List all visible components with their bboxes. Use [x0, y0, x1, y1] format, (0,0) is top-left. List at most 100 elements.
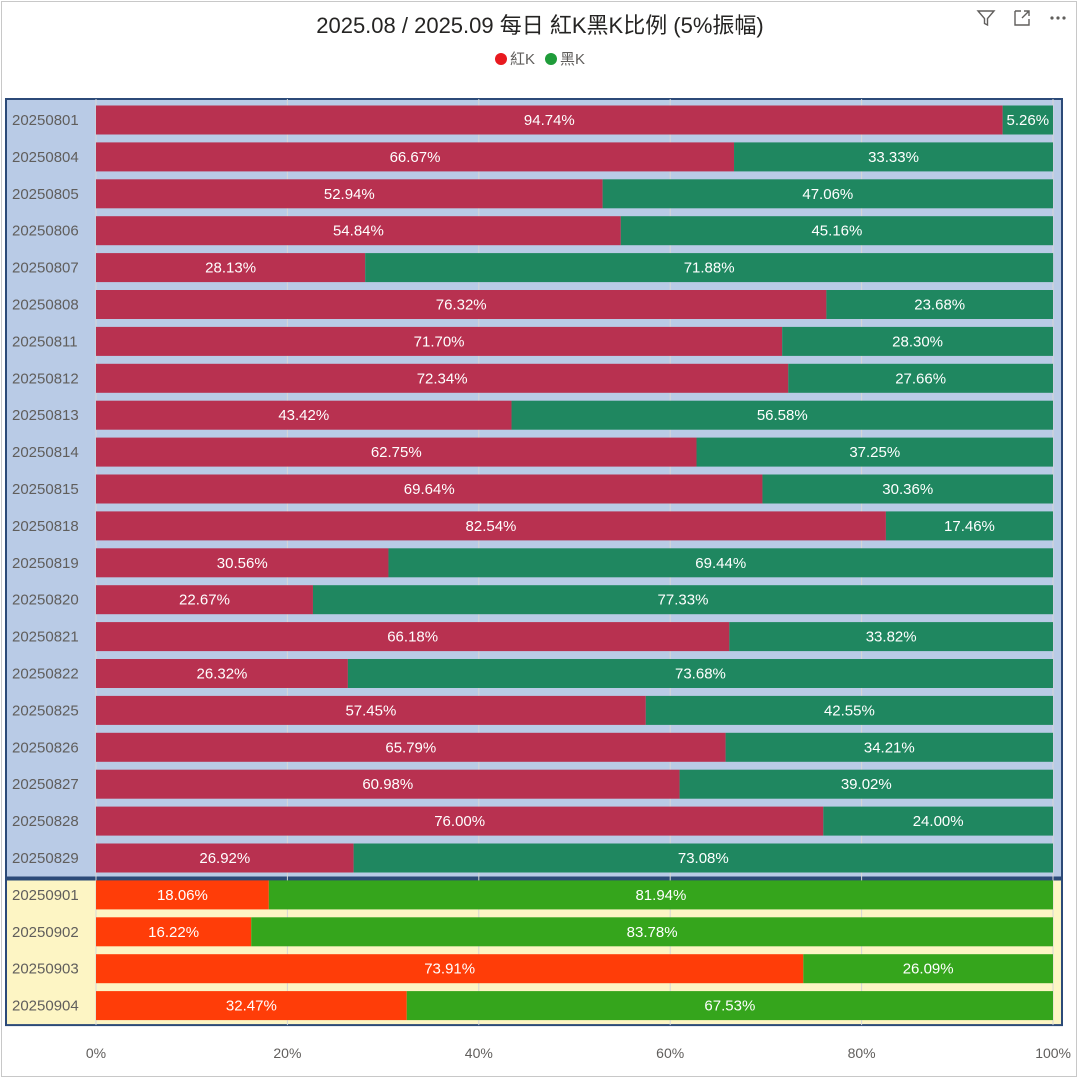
filter-icon[interactable] — [976, 8, 996, 28]
bar-black-k[interactable] — [620, 216, 1053, 246]
bar-black-k[interactable] — [823, 806, 1053, 836]
bar-red-k[interactable] — [96, 695, 646, 725]
bar-black-k[interactable] — [696, 437, 1053, 467]
bar-black-k[interactable] — [312, 585, 1053, 615]
bar-black-k[interactable] — [803, 954, 1053, 984]
bar-black-k[interactable] — [885, 511, 1053, 541]
bar-black-k[interactable] — [388, 548, 1053, 578]
category-label: 20250814 — [12, 444, 79, 461]
category-label: 20250808 — [12, 297, 79, 314]
data-label-red-k: 57.45% — [345, 702, 396, 719]
bar-red-k[interactable] — [96, 437, 697, 467]
category-label: 20250818 — [12, 518, 79, 535]
bar-red-k[interactable] — [96, 769, 680, 799]
bar-red-k[interactable] — [96, 363, 789, 393]
bar-red-k[interactable] — [96, 290, 827, 319]
category-label: 20250819 — [12, 555, 79, 572]
bar-red-k[interactable] — [96, 917, 252, 947]
category-label: 20250827 — [12, 776, 79, 793]
bar-red-k[interactable] — [96, 105, 1003, 135]
bar-red-k[interactable] — [96, 326, 783, 356]
bar-red-k[interactable] — [96, 622, 730, 652]
data-label-black-k: 81.94% — [635, 887, 686, 904]
bar-black-k[interactable] — [782, 326, 1053, 356]
category-label: 20250820 — [12, 592, 79, 609]
bar-black-k[interactable] — [406, 991, 1053, 1021]
category-label: 20250811 — [12, 333, 78, 350]
bar-black-k[interactable] — [679, 769, 1053, 799]
bar-red-k[interactable] — [96, 548, 389, 578]
category-label: 20250821 — [12, 629, 79, 646]
data-label-red-k: 76.00% — [434, 813, 485, 830]
bar-red-k[interactable] — [96, 991, 407, 1021]
focus-mode-icon[interactable] — [1012, 8, 1032, 28]
more-options-icon[interactable] — [1048, 8, 1068, 28]
bar-red-k[interactable] — [96, 585, 313, 615]
data-label-black-k: 26.09% — [903, 961, 954, 978]
data-label-red-k: 94.74% — [524, 112, 575, 129]
category-label: 20250826 — [12, 739, 79, 756]
legend: 紅K 黑K — [0, 48, 1080, 69]
data-label-black-k: 30.36% — [882, 481, 933, 498]
legend-item-black-k[interactable]: 黑K — [545, 48, 585, 69]
data-label-red-k: 66.18% — [387, 629, 438, 646]
data-label-black-k: 5.26% — [1007, 112, 1050, 129]
legend-item-red-k[interactable]: 紅K — [494, 48, 535, 69]
bar-black-k[interactable] — [788, 363, 1053, 393]
bar-black-k[interactable] — [347, 659, 1053, 688]
bar-black-k[interactable] — [268, 880, 1053, 910]
bar-black-k[interactable] — [729, 622, 1053, 652]
x-tick-label: 100% — [1035, 1045, 1071, 1061]
category-label: 20250901 — [12, 887, 79, 904]
data-label-black-k: 71.88% — [684, 260, 735, 277]
bar-black-k[interactable] — [365, 253, 1054, 283]
bar-red-k[interactable] — [96, 843, 354, 873]
bar-black-k[interactable] — [645, 695, 1053, 725]
bar-black-k[interactable] — [762, 474, 1053, 504]
category-label: 20250829 — [12, 850, 79, 867]
bar-red-k[interactable] — [96, 732, 726, 762]
x-tick-label: 60% — [656, 1045, 684, 1061]
bar-red-k[interactable] — [96, 253, 366, 283]
category-label: 20250822 — [12, 666, 79, 683]
legend-green-dot-icon — [545, 52, 557, 65]
bar-black-k[interactable] — [1002, 105, 1053, 135]
data-label-black-k: 67.53% — [704, 998, 755, 1015]
bar-black-k[interactable] — [826, 290, 1053, 319]
category-label: 20250813 — [12, 407, 79, 424]
data-label-black-k: 83.78% — [627, 924, 678, 941]
data-label-red-k: 54.84% — [333, 223, 384, 240]
data-label-red-k: 26.92% — [199, 850, 250, 867]
bar-black-k[interactable] — [251, 917, 1053, 947]
bar-black-k[interactable] — [734, 142, 1053, 172]
bar-red-k[interactable] — [96, 179, 603, 209]
bar-red-k[interactable] — [96, 142, 735, 172]
bar-red-k[interactable] — [96, 806, 824, 836]
bar-red-k[interactable] — [96, 216, 621, 246]
data-label-black-k: 23.68% — [914, 297, 965, 314]
category-label: 20250825 — [12, 702, 79, 719]
x-tick-label: 20% — [273, 1045, 301, 1061]
x-tick-label: 40% — [465, 1045, 493, 1061]
category-label: 20250806 — [12, 223, 79, 240]
data-label-black-k: 73.08% — [678, 850, 729, 867]
bar-black-k[interactable] — [602, 179, 1053, 209]
bar-black-k[interactable] — [511, 400, 1053, 430]
data-label-black-k: 28.30% — [892, 333, 943, 350]
data-label-red-k: 16.22% — [148, 924, 199, 941]
visual-toolbar — [976, 8, 1068, 28]
bar-red-k[interactable] — [96, 474, 763, 504]
bar-red-k[interactable] — [96, 659, 348, 688]
bar-red-k[interactable] — [96, 400, 512, 430]
bar-black-k[interactable] — [725, 732, 1053, 762]
bar-red-k[interactable] — [96, 511, 886, 541]
category-label: 20250804 — [12, 149, 79, 166]
bar-red-k[interactable] — [96, 880, 269, 910]
data-label-red-k: 28.13% — [205, 260, 256, 277]
bar-red-k[interactable] — [96, 954, 804, 984]
bar-black-k[interactable] — [353, 843, 1053, 873]
data-label-red-k: 52.94% — [324, 186, 375, 203]
chart-title: 2025.08 / 2025.09 每日 紅K黑K比例 (5%振幅) — [316, 13, 764, 38]
